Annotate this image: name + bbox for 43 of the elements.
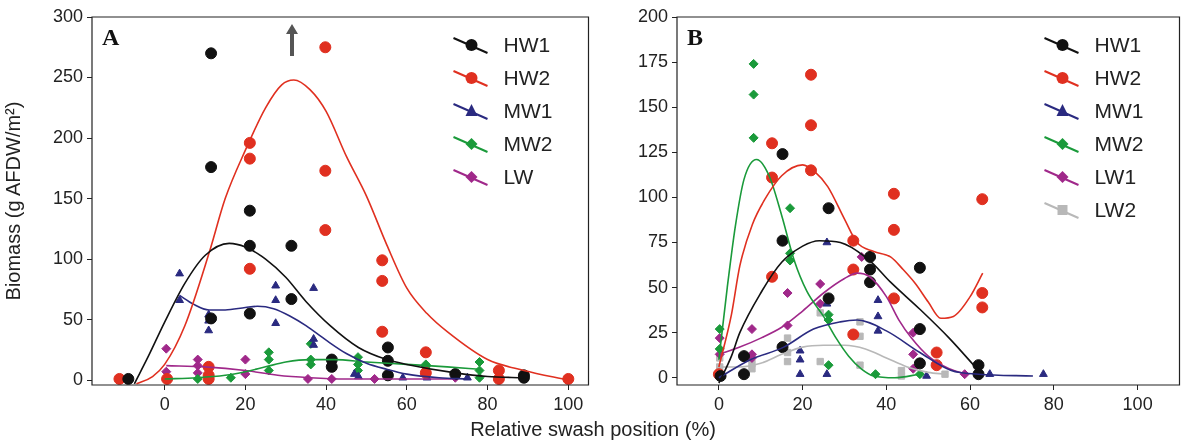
y-axis-title: Biomass (g AFDW/m²) [1, 101, 24, 301]
x-tick-label: 60 [396, 393, 417, 414]
x-tick-label: 40 [316, 393, 337, 414]
chart-title: A [102, 24, 120, 51]
legend-label: MW2 [1094, 131, 1144, 155]
y-tick-label: 25 [647, 321, 668, 342]
legend-label: HW1 [503, 32, 551, 56]
y-tick-label: 150 [52, 187, 83, 208]
legend-label: MW1 [503, 98, 553, 122]
y-tick-label: 75 [647, 231, 668, 252]
y-tick-label: 50 [647, 276, 668, 297]
x-tick-label: 80 [1043, 393, 1064, 414]
x-tick-label: 100 [553, 393, 584, 414]
legend-label: LW1 [1094, 164, 1137, 188]
x-tick-label: 0 [159, 393, 170, 414]
x-tick-label: 20 [235, 393, 256, 414]
x-tick-label: 60 [960, 393, 981, 414]
y-tick-label: 0 [657, 366, 668, 387]
y-tick-label: 0 [72, 369, 83, 390]
x-axis-title: Relative swash position (%) [469, 418, 717, 441]
x-tick-label: 0 [713, 393, 724, 414]
y-tick-label: 300 [52, 5, 83, 26]
legend-label: MW2 [503, 131, 553, 155]
y-tick-label: 200 [52, 127, 83, 148]
y-tick-label: 50 [62, 308, 83, 329]
y-tick-label: 250 [52, 66, 83, 87]
y-tick-label: 200 [637, 5, 668, 26]
legend-label: HW1 [1094, 32, 1142, 56]
legend-label: HW2 [503, 65, 551, 89]
x-tick-label: 40 [876, 393, 897, 414]
legend-label: LW2 [1094, 197, 1137, 221]
legend-label: MW1 [1094, 98, 1144, 122]
x-tick-label: 80 [477, 393, 498, 414]
legend-label: LW [503, 164, 534, 188]
y-tick-label: 100 [637, 186, 668, 207]
y-tick-label: 125 [637, 141, 668, 162]
legend-label: HW2 [1094, 65, 1142, 89]
x-tick-label: 20 [792, 393, 813, 414]
y-tick-label: 175 [637, 51, 668, 72]
y-tick-label: 150 [637, 96, 668, 117]
chart-title: B [687, 24, 704, 51]
x-tick-label: 100 [1122, 393, 1153, 414]
y-tick-label: 100 [52, 248, 83, 269]
